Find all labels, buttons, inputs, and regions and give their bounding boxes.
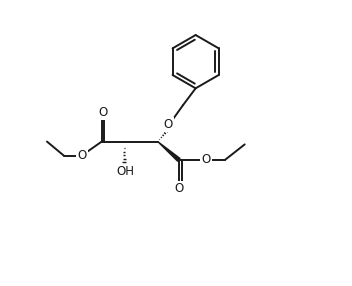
Text: O: O [174,182,183,195]
Text: O: O [77,149,87,162]
Text: O: O [201,153,210,166]
Text: OH: OH [117,165,134,178]
Text: O: O [99,106,108,119]
Text: O: O [164,118,173,131]
Polygon shape [158,142,180,161]
